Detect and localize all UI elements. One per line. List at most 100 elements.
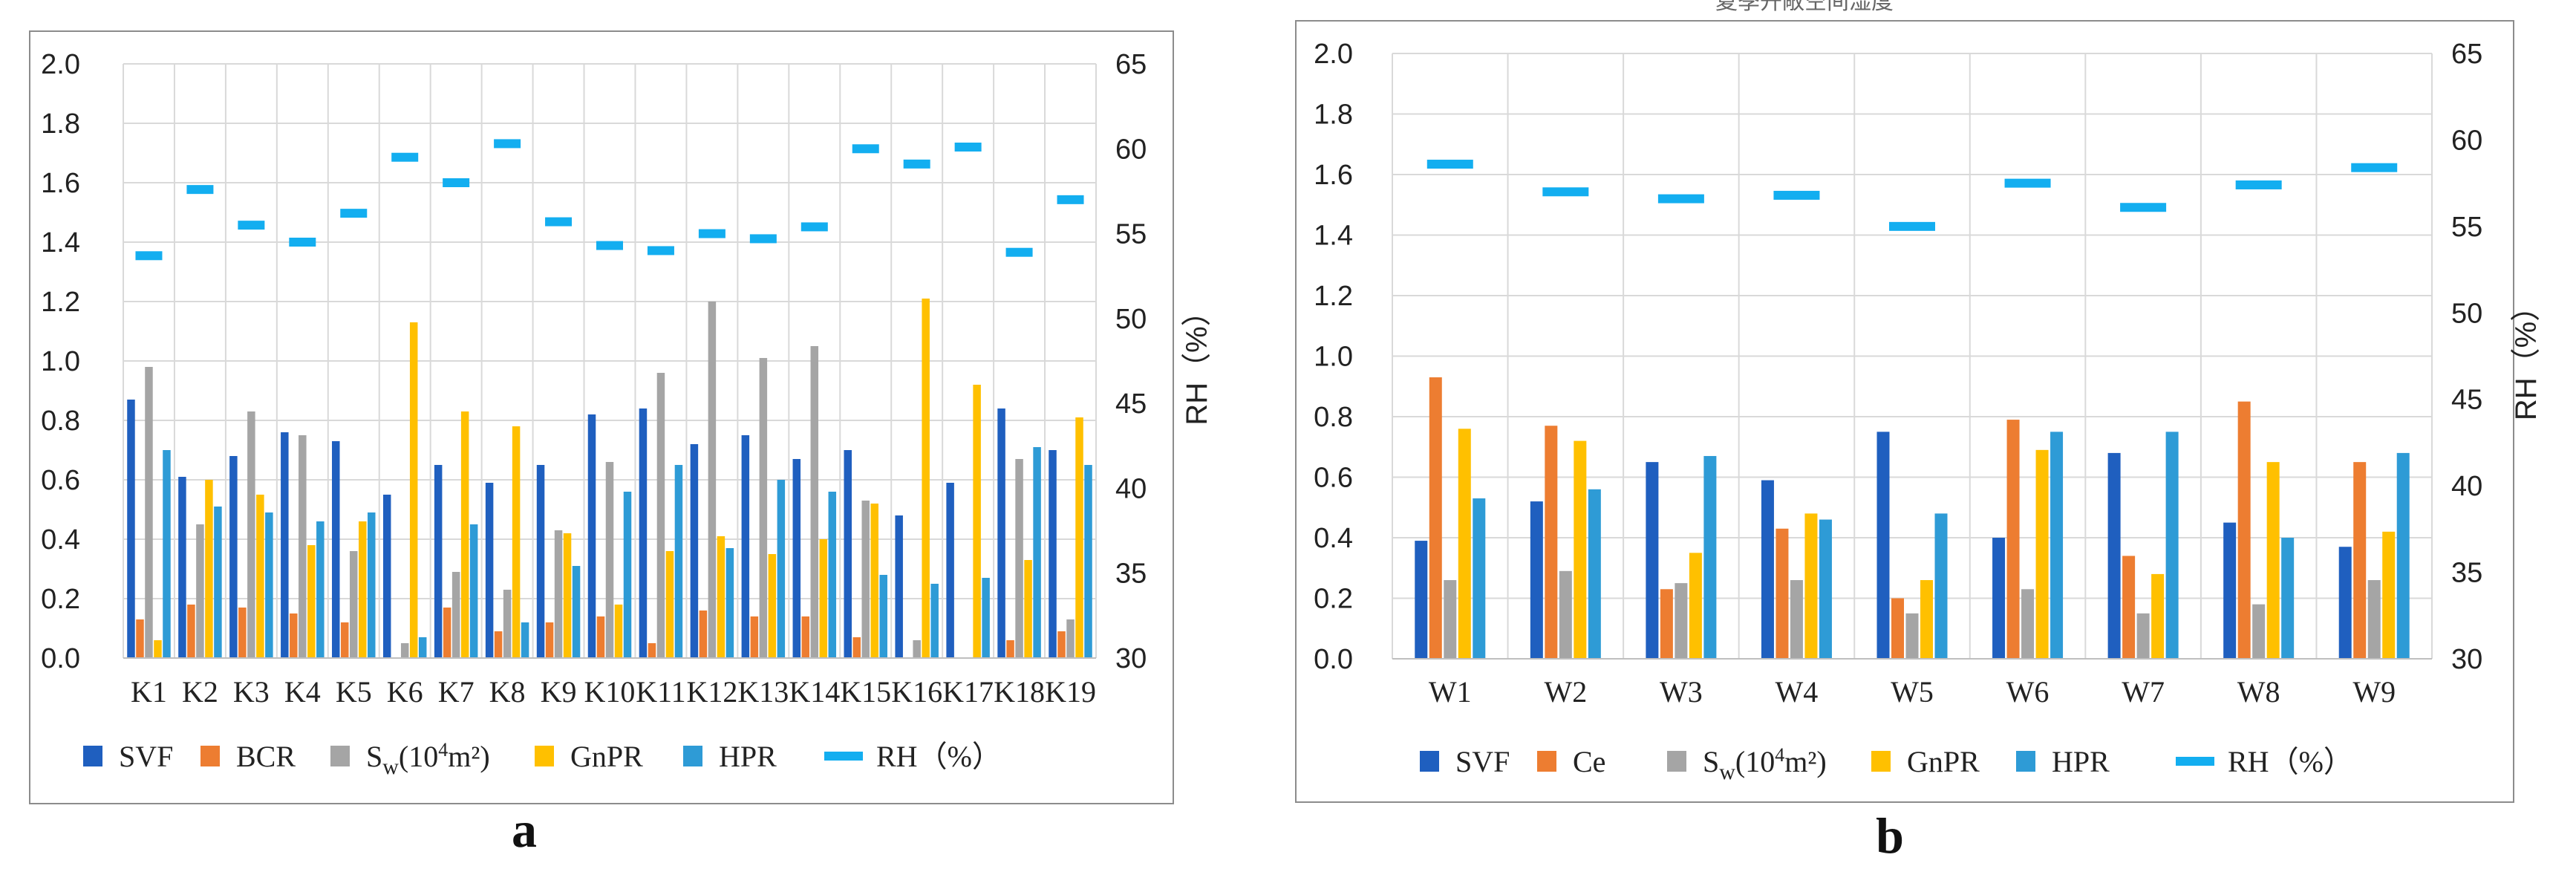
rh-marker-w5 [1889, 221, 1935, 231]
legend-swatch [330, 746, 350, 766]
bar-gnpr-k18 [1024, 560, 1032, 658]
bar-gnpr-k8 [512, 426, 521, 658]
bar-gnpr-w4 [1804, 513, 1818, 659]
rh-marker-w9 [2351, 163, 2398, 172]
bar-hpr-w8 [2281, 538, 2295, 659]
legend-swatch [535, 746, 554, 766]
bar-gnpr-k19 [1075, 417, 1083, 658]
x-tick-label: K10 [584, 675, 636, 709]
legend-label-part: (10 [1735, 745, 1775, 778]
legend-label-part: m²) [448, 740, 489, 773]
y-tick-label: 0.2 [41, 584, 80, 615]
y-tick-label: 1.0 [41, 346, 80, 377]
rh-marker-k10 [596, 241, 623, 250]
legend-swatch [200, 746, 220, 766]
bar-gnpr-k2 [205, 480, 213, 658]
x-tick-label: K11 [636, 675, 685, 709]
bar-swm-k14 [810, 346, 819, 658]
bar-ce-w6 [2006, 420, 2020, 659]
rh-marker-k3 [238, 221, 265, 230]
bar-swm-k3 [247, 411, 255, 658]
bar-swm-k16 [913, 640, 921, 658]
bar-hpr-w6 [2050, 432, 2064, 659]
panel-label: a [512, 801, 537, 858]
bar-hpr-k1 [163, 450, 171, 658]
bar-svf-w5 [1876, 432, 1890, 659]
bar-bcr-k7 [443, 608, 451, 658]
bar-svf-k12 [690, 444, 699, 658]
y2-tick-label: 65 [2451, 39, 2482, 70]
legend-swatch-rh [2176, 757, 2214, 766]
legend-swatch [1871, 751, 1891, 772]
y2-tick-label: 55 [2451, 212, 2482, 243]
rh-marker-k8 [494, 139, 521, 149]
bar-swm-w3 [1675, 583, 1688, 659]
x-tick-label: K15 [840, 675, 891, 709]
bar-svf-w8 [2223, 522, 2237, 659]
x-tick-label: W9 [2352, 675, 2396, 709]
rh-marker-w4 [1773, 190, 1820, 200]
x-tick-label: W2 [1544, 675, 1587, 709]
legend-label: RH（%） [876, 740, 1002, 773]
bar-ce-w8 [2237, 401, 2251, 659]
bar-svf-w2 [1530, 501, 1543, 659]
rh-marker-k5 [340, 209, 368, 218]
bar-bcr-k15 [852, 637, 861, 658]
rh-marker-w7 [2120, 203, 2167, 212]
y-tick-label: 1.4 [41, 227, 80, 258]
bar-gnpr-k17 [973, 385, 981, 658]
bar-swm-w2 [1559, 570, 1572, 659]
bar-hpr-w1 [1473, 498, 1486, 659]
legend-label-part: (10 [399, 740, 438, 773]
bar-swm-w7 [2136, 613, 2150, 659]
legend-swatch-rh [824, 752, 863, 761]
y-tick-label: 1.2 [1314, 281, 1353, 312]
x-tick-label: K9 [541, 675, 577, 709]
bar-swm-k2 [196, 524, 204, 658]
bar-svf-w6 [1992, 538, 2006, 659]
y-tick-label: 1.8 [1314, 100, 1353, 131]
panel-frame [1295, 20, 2514, 803]
x-tick-label: K16 [891, 675, 942, 709]
legend-label: GnPR [570, 740, 643, 773]
legend-label-subscript: w [1719, 760, 1735, 784]
bar-bcr-k12 [699, 611, 708, 658]
bar-hpr-k14 [828, 492, 837, 658]
legend-label: Sw(104m²) [366, 739, 490, 779]
bar-svf-k7 [434, 465, 443, 658]
bar-gnpr-w9 [2382, 531, 2396, 659]
bar-gnpr-w2 [1574, 440, 1587, 659]
bar-ce-w5 [1891, 598, 1904, 659]
legend-swatch [1667, 751, 1686, 772]
bar-svf-k9 [536, 465, 545, 658]
bar-swm-w9 [2367, 580, 2381, 659]
bar-svf-k15 [844, 450, 852, 658]
panel-label: b [1876, 807, 1904, 864]
bar-swm-k1 [145, 367, 153, 658]
y2-axis-title: RH（%） [1181, 296, 1213, 425]
bar-hpr-w3 [1703, 455, 1717, 659]
y2-tick-label: 40 [1115, 473, 1147, 504]
bar-svf-k14 [792, 459, 801, 658]
legend-label: RH（%） [2228, 745, 2353, 778]
y-tick-label: 0.6 [1314, 463, 1353, 494]
rh-marker-k12 [698, 229, 725, 238]
x-tick-label: K12 [686, 675, 737, 709]
bar-swm-w8 [2252, 604, 2266, 659]
y-tick-label: 0.4 [1314, 523, 1353, 554]
rh-marker-k9 [545, 217, 573, 227]
x-tick-label: K14 [789, 675, 840, 709]
bar-gnpr-k7 [460, 411, 469, 658]
bar-bcr-k5 [341, 622, 349, 658]
bar-bcr-k9 [545, 622, 554, 658]
x-tick-label: K13 [737, 675, 789, 709]
bar-gnpr-k6 [409, 322, 418, 658]
bar-bcr-k14 [801, 616, 810, 658]
bar-svf-k16 [895, 515, 903, 658]
x-tick-label: W6 [2006, 675, 2050, 709]
y2-tick-label: 50 [1115, 304, 1147, 335]
bar-bcr-k11 [648, 643, 656, 658]
bar-svf-k4 [281, 432, 289, 658]
bar-gnpr-k15 [870, 504, 878, 658]
